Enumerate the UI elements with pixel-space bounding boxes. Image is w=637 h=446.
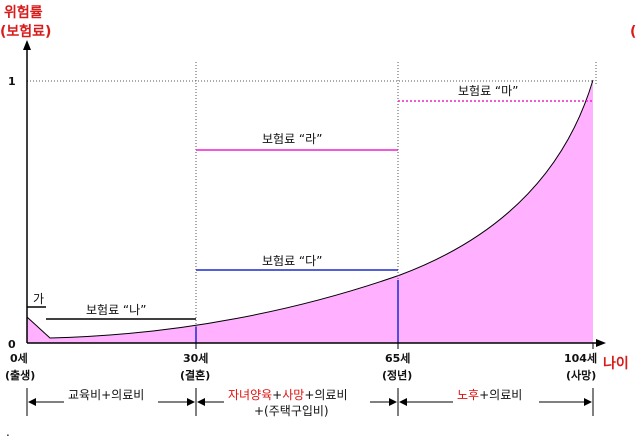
x-axis-arrow [596,339,606,347]
period-3-label: 노후+의료비 [457,388,522,402]
period-1-label: 교육비+의료비 [68,388,144,402]
period-1-arrow-right [187,398,195,406]
premium-da-label: 보험료 “다” [262,254,322,268]
period-2-red1: 자녀양육 [228,388,272,402]
y-tick-one: 1 [8,75,16,88]
x-tick-age-65: 65세 [385,351,410,365]
y-axis-title-line1: 위험률 [4,4,43,21]
top-right-fragment: ( [630,24,636,40]
premium-ga-label: 가 [33,292,44,306]
period-2-plus1: + [272,388,282,402]
x-tick-age-104: 104세 [564,351,597,365]
period-2-arrow-left [197,398,205,406]
x-tick-event-30: (결혼) [180,368,210,382]
risk-curve-area [27,80,593,343]
period-3-red: 노후 [457,388,479,402]
period-2-label-line2: +(주택구입비) [254,404,329,418]
period-3-rest: +의료비 [479,388,522,402]
x-tick-age-0: 0세 [10,351,28,365]
period-3-label-bg [453,387,539,403]
x-axis-title: 나이 [603,355,629,372]
period-3-arrow-left [399,398,407,406]
x-tick-event-65: (정년) [382,368,412,382]
premium-na-label: 보험료 “나” [86,303,146,317]
period-1-label-bg [64,387,158,403]
period-2-red2: 사망 [282,388,304,402]
y-tick-zero: 0 [8,338,16,351]
period-3-arrow-right [584,398,592,406]
x-tick-event-104: (사망) [566,368,596,382]
premium-ma-label: 보험료 “마” [458,84,518,98]
y-axis-title-line2: (보험료) [0,23,51,40]
period-2-line2-bg [250,403,342,419]
y-axis-arrow [23,40,31,50]
period-1-arrow-left [28,398,36,406]
premium-ra-label: 보험료 “라” [262,132,322,146]
x-tick-event-0: (출생) [5,368,35,382]
x-tick-age-30: 30세 [183,351,208,365]
period-2-rest: +의료비 [304,388,347,402]
period-2-label-bg [224,387,370,403]
period-2-label: 자녀양육+사망+의료비 [228,388,348,402]
bottom-left-fragment: . [6,425,10,439]
period-2-arrow-right [389,398,397,406]
risk-curve [26,79,594,339]
